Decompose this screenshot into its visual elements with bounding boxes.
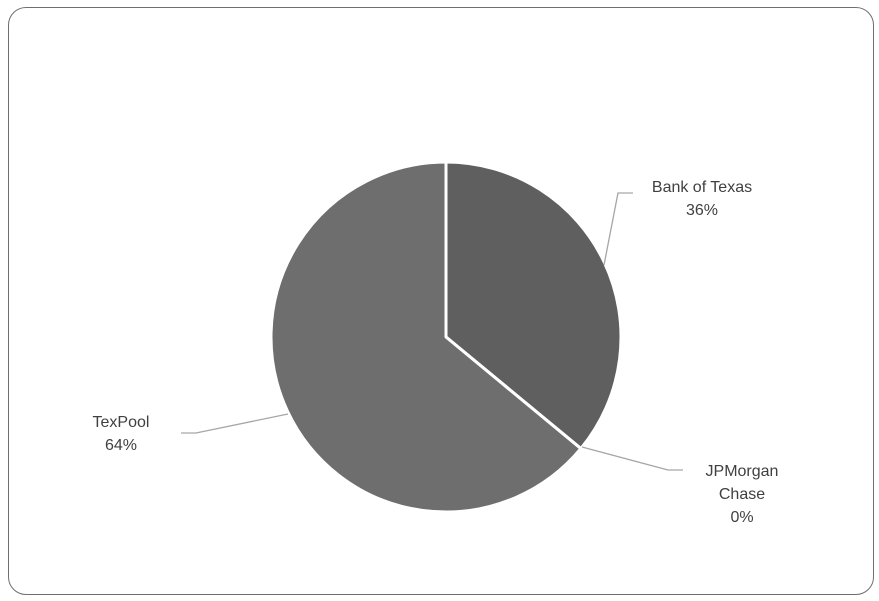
data-label-line: 0% [730,509,753,526]
leader-line-jpmorgan-chase [581,446,683,471]
data-labels: Bank of Texas 36% JPMorgan Chase 0% TexPool 64… [93,179,779,526]
data-label-line: Bank of Texas [652,179,752,196]
data-label-texpool: TexPool 64% [93,414,150,454]
data-label-line: 64% [105,437,137,454]
leader-line-texpool [181,413,289,434]
data-label-line: JPMorgan [706,463,779,480]
pie-slices [269,160,623,514]
data-label-line: 36% [686,202,718,219]
data-label-line: TexPool [93,414,150,431]
leader-line-bank-of-texas [603,192,633,266]
pie-slice-texpool [269,160,583,514]
leader-lines [181,192,683,471]
data-label-jpmorgan-chase: JPMorgan Chase 0% [706,463,779,526]
data-label-bank-of-texas: Bank of Texas 36% [652,179,752,219]
data-label-line: Chase [719,486,765,503]
